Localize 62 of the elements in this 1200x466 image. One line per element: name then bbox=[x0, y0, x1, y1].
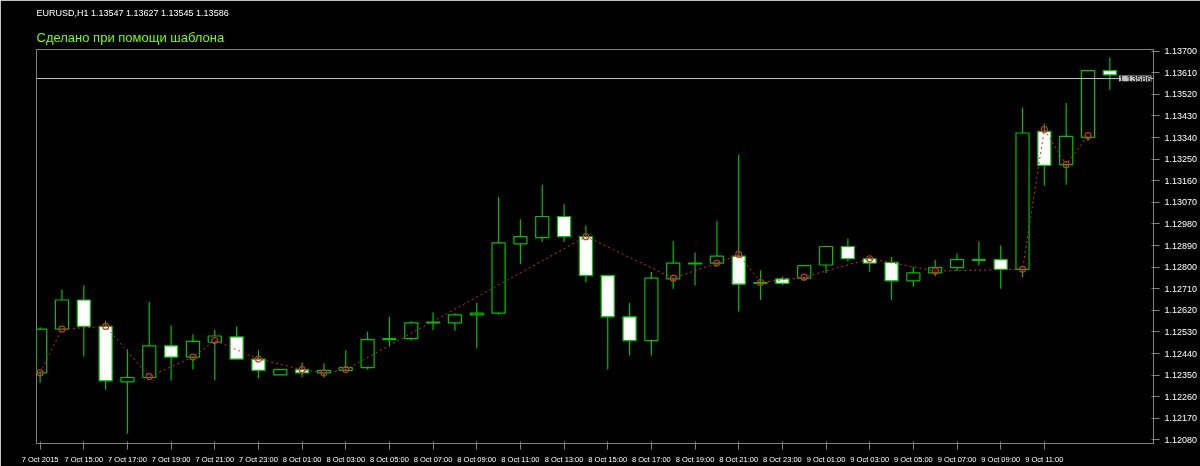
candlestick bbox=[425, 311, 441, 331]
candlestick bbox=[687, 251, 703, 286]
point bbox=[866, 255, 874, 263]
candlestick bbox=[971, 241, 986, 267]
candlestick bbox=[185, 333, 201, 371]
y-tick-label: 1.12800 bbox=[1164, 262, 1198, 273]
point bbox=[254, 355, 263, 363]
candlestick bbox=[884, 256, 899, 301]
y-tick-label: 1.12350 bbox=[1164, 370, 1198, 381]
candlestick bbox=[120, 348, 135, 435]
point bbox=[1018, 265, 1027, 273]
point bbox=[582, 233, 590, 241]
chart-subtitle: Сделано при помощи шаблона bbox=[36, 29, 225, 45]
candlestick bbox=[1102, 56, 1117, 91]
y-tick-label: 1.12440 bbox=[1164, 348, 1198, 359]
candlestick bbox=[535, 184, 550, 243]
y-tick-label: 1.13160 bbox=[1164, 175, 1198, 186]
point bbox=[298, 366, 306, 374]
point bbox=[735, 250, 743, 259]
point bbox=[1040, 125, 1048, 133]
y-tick-label: 1.13430 bbox=[1164, 110, 1198, 121]
y-tick-label: 1.13340 bbox=[1164, 132, 1198, 143]
y-tick-label: 1.12980 bbox=[1164, 218, 1198, 229]
candlestick bbox=[382, 316, 397, 348]
y-tick-label: 1.13700 bbox=[1164, 46, 1198, 57]
y-tick-label: 1.12170 bbox=[1164, 413, 1198, 424]
point bbox=[669, 274, 677, 282]
point bbox=[211, 336, 219, 345]
y-tick-label: 1.12710 bbox=[1164, 283, 1198, 294]
y-tick-label: 1.13520 bbox=[1164, 89, 1198, 100]
y-tick-label: 1.12530 bbox=[1164, 326, 1198, 337]
y-tick-label: 1.13250 bbox=[1164, 154, 1198, 165]
point bbox=[1062, 161, 1070, 169]
point bbox=[342, 366, 350, 374]
candlestick bbox=[513, 218, 528, 265]
candlestick bbox=[993, 244, 1008, 290]
candlestick bbox=[469, 302, 484, 350]
point bbox=[800, 273, 808, 281]
y-tick-label: 1.12080 bbox=[1164, 434, 1198, 445]
point bbox=[320, 369, 328, 377]
y-tick-label: 1.12890 bbox=[1164, 240, 1198, 251]
point bbox=[145, 372, 153, 381]
candlestick bbox=[229, 325, 244, 360]
candlestick bbox=[709, 220, 725, 267]
point bbox=[58, 325, 66, 333]
chart-title: EURUSD,H1 1.13547 1.13627 1.13545 1.13586 bbox=[36, 7, 229, 18]
point bbox=[36, 369, 44, 377]
point bbox=[189, 353, 197, 361]
y-tick-label: 1.12260 bbox=[1164, 391, 1198, 402]
candlestick bbox=[840, 237, 856, 262]
point bbox=[102, 322, 110, 330]
candlestick bbox=[666, 240, 681, 290]
y-tick-label: 1.13070 bbox=[1164, 197, 1198, 208]
candlestick bbox=[622, 302, 637, 357]
candlestick bbox=[906, 266, 921, 288]
candlestick bbox=[818, 244, 834, 274]
ref-line-label: 1.13586 bbox=[1118, 73, 1152, 84]
candlestick bbox=[556, 203, 572, 243]
candlestick bbox=[163, 324, 179, 382]
point bbox=[1084, 132, 1092, 140]
y-tick-label: 1.12620 bbox=[1164, 305, 1198, 316]
y-tick-label: 1.13610 bbox=[1164, 67, 1198, 78]
